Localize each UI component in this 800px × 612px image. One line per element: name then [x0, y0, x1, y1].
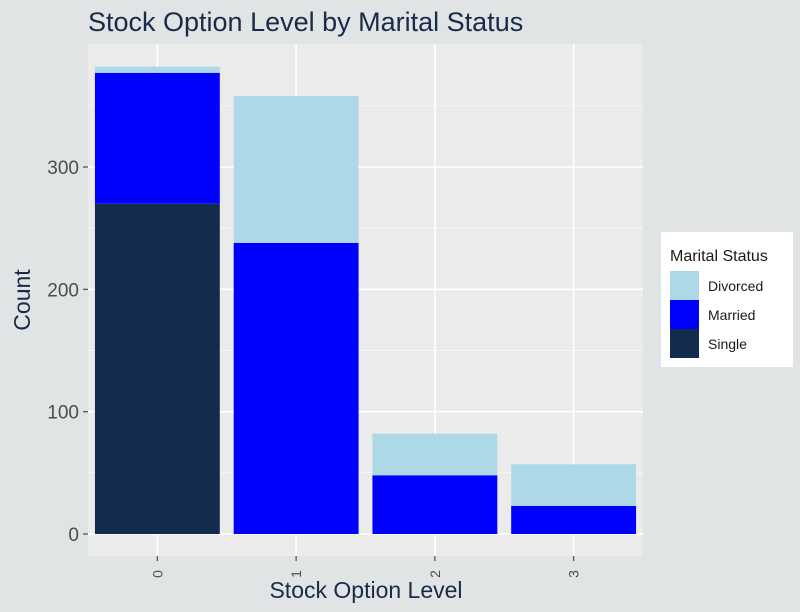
y-tick-label: 100 [47, 403, 79, 424]
bar-married-2 [372, 475, 498, 534]
x-axis-title: Stock Option Level [269, 577, 462, 603]
y-tick-label: 300 [47, 158, 79, 179]
bar-married-1 [233, 242, 359, 534]
legend-items: Divorced Married Single [670, 271, 763, 358]
legend: Marital Status Divorced Married Single [661, 232, 793, 367]
x-axis-ticks: 0 1 2 3 [149, 556, 582, 578]
legend-label-single: Single [708, 336, 747, 352]
bar-divorced-3 [511, 464, 637, 506]
y-axis-ticks: 0 100 200 300 [47, 158, 88, 546]
bar-married-3 [511, 505, 637, 534]
y-axis-title: Count [9, 269, 35, 331]
bar-divorced-0 [94, 66, 220, 73]
bar-married-0 [94, 72, 220, 204]
y-tick-label: 0 [68, 525, 79, 546]
bars [94, 66, 637, 535]
bar-single-0 [94, 203, 220, 535]
legend-swatch-married [670, 300, 699, 329]
legend-label-divorced: Divorced [708, 278, 763, 294]
bar-divorced-1 [233, 96, 359, 243]
x-tick-label: 3 [566, 570, 582, 578]
bar-divorced-2 [372, 433, 498, 476]
legend-swatch-divorced [670, 271, 699, 300]
x-tick-label: 1 [288, 570, 304, 578]
legend-title: Marital Status [670, 248, 768, 265]
y-tick-label: 200 [47, 280, 79, 301]
chart-title: Stock Option Level by Marital Status [88, 7, 523, 37]
x-tick-label: 2 [427, 570, 443, 578]
legend-swatch-single [670, 329, 699, 358]
legend-label-married: Married [708, 307, 755, 323]
x-tick-label: 0 [149, 570, 165, 578]
